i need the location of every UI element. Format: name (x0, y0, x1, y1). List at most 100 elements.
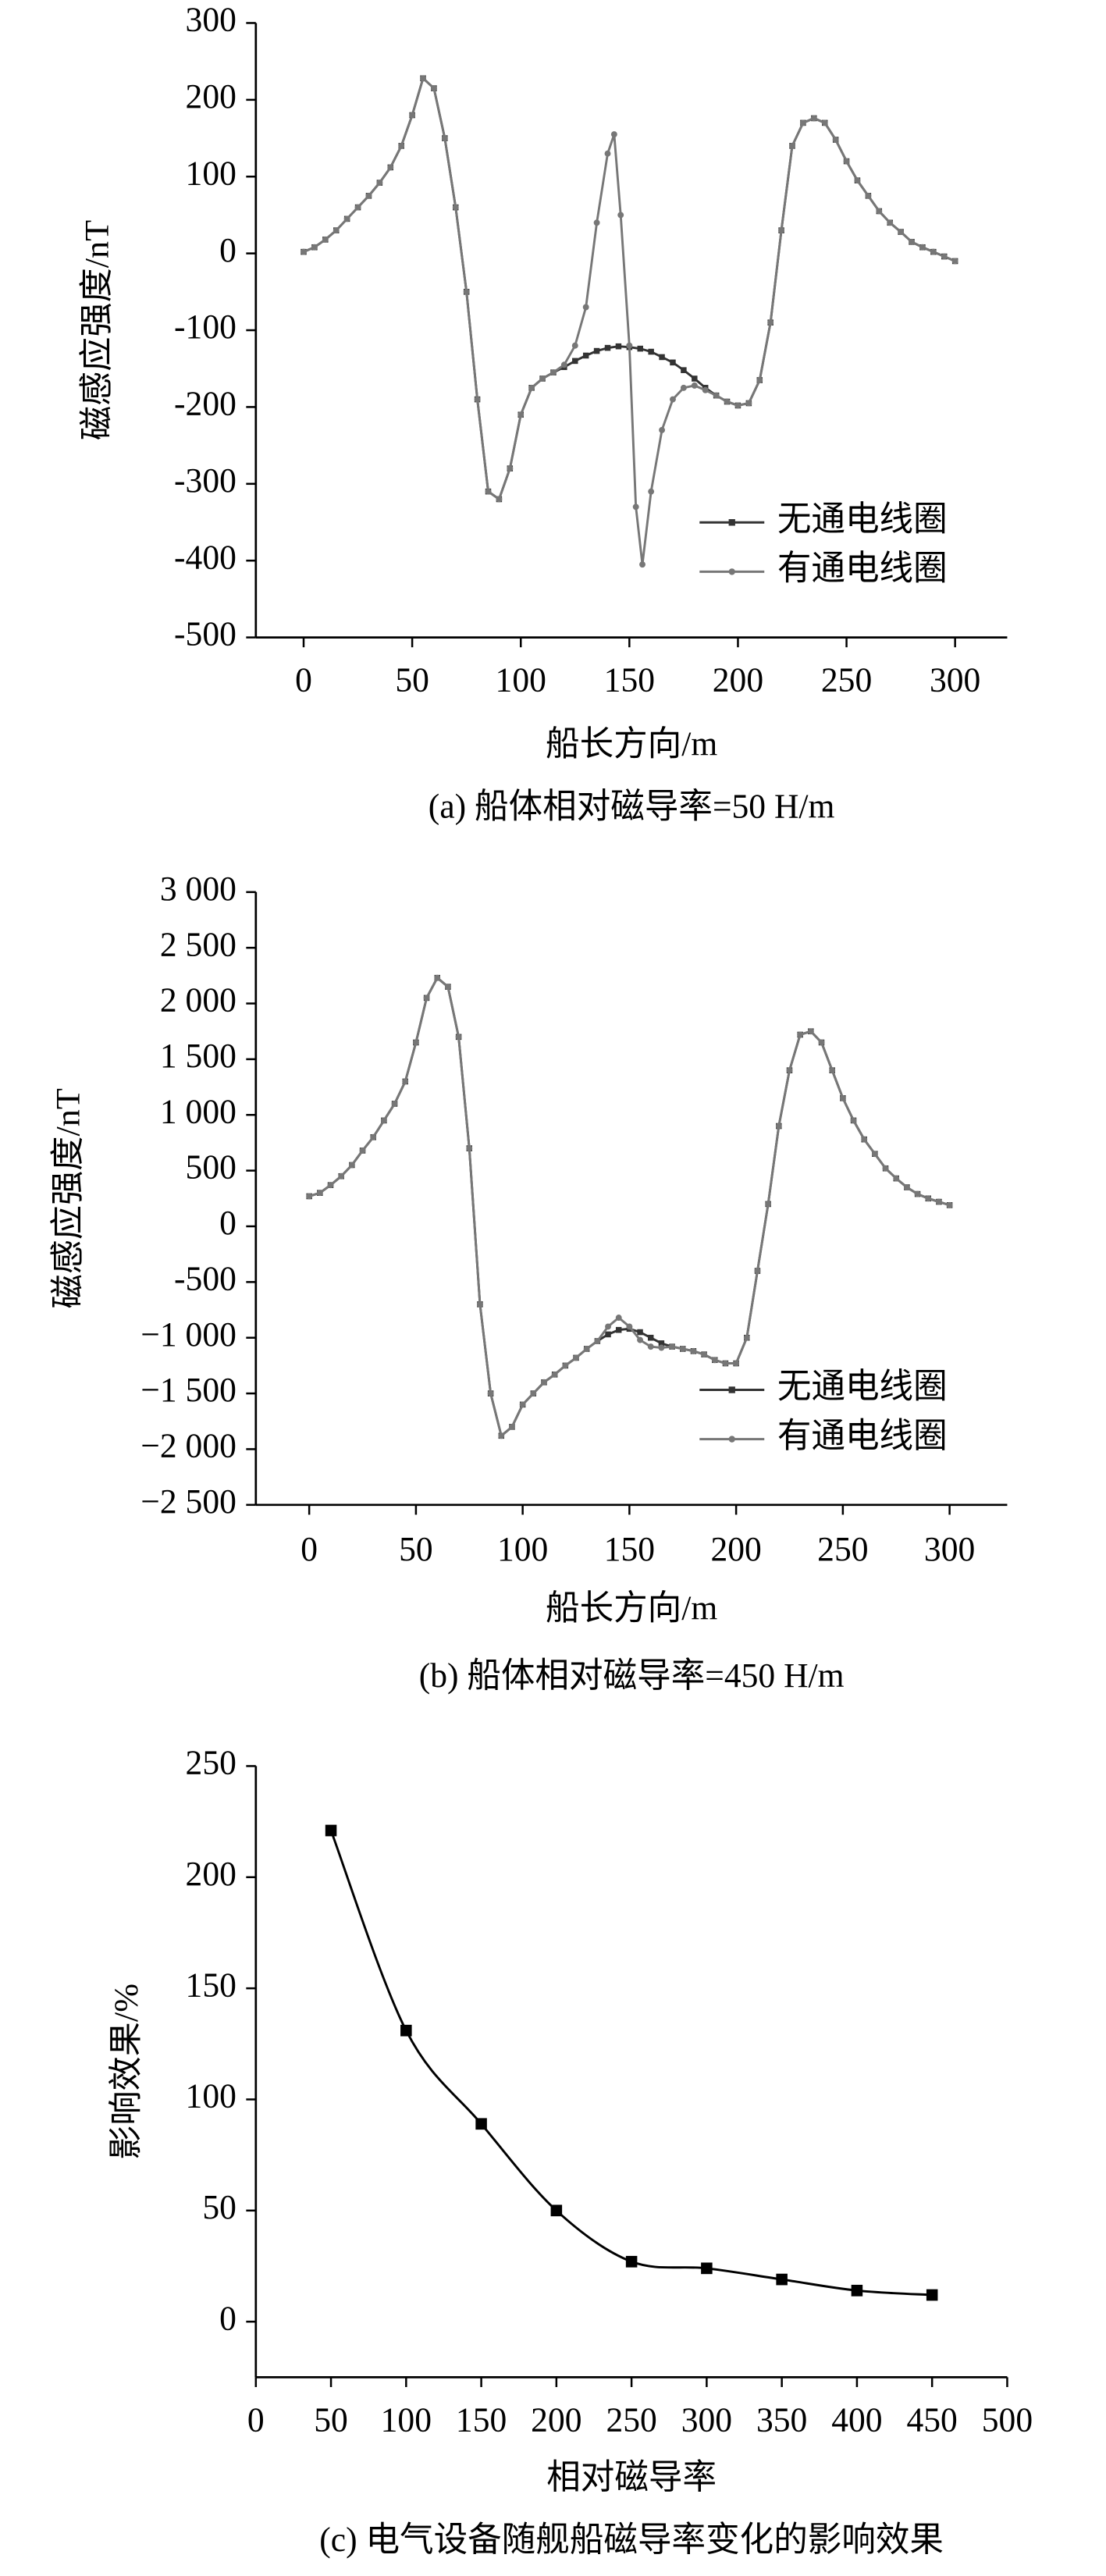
data-point (517, 411, 525, 418)
data-point (745, 400, 752, 407)
y-tick-label: 50 (202, 2189, 236, 2226)
data-point (359, 1147, 366, 1154)
caption: (c) 电气设备随舰船磁导率变化的影响效果 (319, 2521, 944, 2559)
data-point (441, 135, 448, 142)
data-point (882, 1165, 889, 1172)
data-point (333, 227, 340, 234)
data-point (851, 2284, 863, 2297)
x-axis-label: 船长方向/m (546, 1589, 717, 1627)
y-tick-label: 2 000 (160, 981, 236, 1019)
data-point (724, 398, 731, 405)
x-tick-label: 350 (756, 2401, 807, 2439)
y-tick-label: 0 (219, 1204, 236, 1242)
x-tick-label: 0 (301, 1531, 318, 1568)
data-point (610, 131, 617, 138)
y-tick-label: −1 000 (140, 1316, 236, 1354)
data-point (594, 1337, 601, 1344)
data-point (463, 288, 470, 295)
y-tick-label: 250 (186, 1744, 236, 1781)
data-point (778, 227, 785, 234)
x-tick-label: 200 (531, 2401, 581, 2439)
data-point (550, 369, 557, 376)
data-point (626, 342, 633, 349)
data-point (799, 119, 806, 126)
data-point (810, 115, 817, 122)
data-point (637, 1336, 644, 1343)
y-tick-label: -300 (174, 462, 236, 500)
data-point (475, 2118, 487, 2130)
data-point (423, 994, 430, 1002)
data-point (722, 1360, 729, 1367)
x-tick-label: 0 (295, 661, 312, 699)
y-tick-label: 1 000 (160, 1093, 236, 1130)
data-point (935, 1198, 942, 1205)
data-point (829, 1067, 836, 1074)
data-point (605, 1331, 611, 1338)
data-point (528, 384, 535, 391)
data-point (690, 1347, 697, 1354)
data-point (306, 1193, 313, 1200)
data-point (402, 1078, 409, 1085)
data-point (593, 219, 600, 226)
legend-marker (728, 1386, 735, 1393)
data-point (743, 1334, 750, 1341)
data-point (701, 2262, 713, 2275)
data-point (348, 1162, 355, 1169)
data-point (519, 1401, 526, 1408)
data-point (775, 1123, 782, 1130)
x-tick-label: 100 (496, 661, 546, 699)
x-tick-label: 0 (247, 2401, 265, 2439)
data-point (681, 367, 687, 373)
data-point (391, 1100, 398, 1107)
y-tick-label: 150 (186, 1966, 236, 2004)
data-point (789, 142, 795, 149)
data-point (797, 1031, 804, 1038)
data-point (658, 1340, 665, 1347)
data-point (951, 258, 958, 265)
x-tick-label: 500 (982, 2401, 1033, 2439)
data-point (680, 384, 687, 391)
data-point (496, 496, 503, 503)
y-tick-label: −2 500 (140, 1483, 236, 1521)
data-point (843, 158, 850, 165)
y-tick-label: 0 (219, 231, 236, 269)
series-line (308, 976, 951, 1438)
data-point (756, 376, 763, 383)
data-point (734, 402, 741, 409)
data-point (562, 1362, 569, 1369)
data-point (713, 392, 720, 399)
data-point (887, 219, 894, 226)
data-point (821, 119, 828, 126)
data-point (509, 1423, 515, 1430)
x-axis-label: 船长方向/m (546, 725, 717, 763)
data-point (380, 1117, 387, 1124)
data-point (648, 1334, 654, 1341)
x-tick-label: 250 (821, 661, 872, 699)
data-point (498, 1432, 505, 1439)
data-point (477, 1300, 483, 1308)
data-point (409, 112, 416, 119)
data-point (786, 1067, 793, 1074)
y-tick-label: 300 (186, 1, 236, 38)
data-point (507, 465, 514, 472)
data-point (818, 1039, 825, 1046)
data-point (637, 345, 643, 352)
data-point (941, 253, 948, 260)
data-point (343, 215, 350, 222)
x-tick-label: 400 (831, 2401, 882, 2439)
data-point (692, 375, 698, 382)
data-point (487, 1390, 494, 1397)
data-point (914, 1190, 921, 1197)
y-tick-label: 0 (219, 2300, 236, 2337)
data-point (893, 1175, 900, 1182)
data-point (605, 1323, 611, 1330)
legend-label: 无通电线圈 (777, 500, 948, 538)
data-point (572, 358, 578, 365)
data-point (325, 1824, 337, 1837)
x-tick-label: 150 (604, 661, 655, 699)
legend-label: 有通电线圈 (777, 550, 948, 587)
data-point (670, 396, 676, 403)
data-point (850, 1117, 857, 1124)
series-line (308, 976, 951, 1438)
